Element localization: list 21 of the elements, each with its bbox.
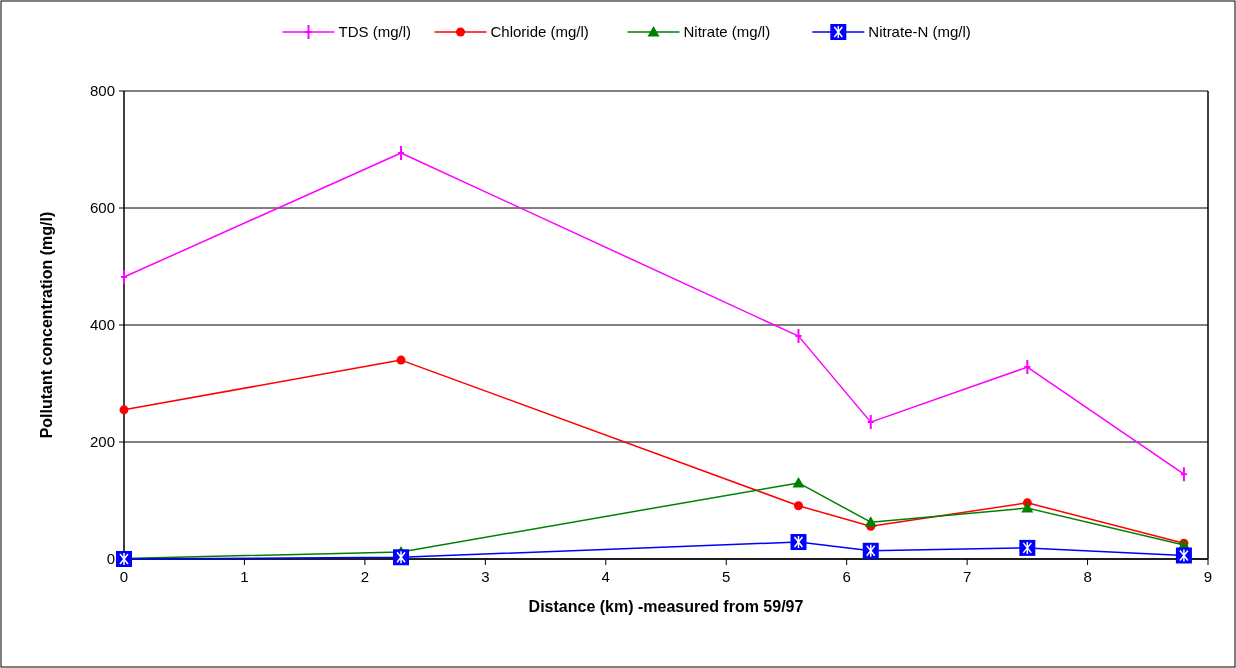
y-tick-label: 200 (89, 433, 115, 450)
legend-label: TDS (mg/l) (338, 23, 411, 40)
legend-label: Nitrate (mg/l) (683, 23, 771, 40)
x-tick-label: 0 (119, 568, 129, 585)
y-tick-label: 800 (89, 82, 115, 99)
x-tick-label: 1 (240, 568, 249, 585)
y-tick-label: 600 (89, 199, 115, 216)
x-tick-label: 7 (962, 568, 972, 585)
legend-label: Chloride (mg/l) (490, 23, 589, 40)
y-axis-title: Pollutant concentration (mg/l) (38, 211, 55, 439)
y-tick-label: 400 (89, 316, 115, 333)
x-tick-label: 8 (1083, 568, 1092, 585)
x-tick-label: 9 (1203, 568, 1213, 585)
x-tick-label: 2 (360, 568, 370, 585)
legend-label: Nitrate-N (mg/l) (868, 23, 971, 40)
x-tick-label: 3 (481, 568, 490, 585)
x-tick-label: 6 (842, 568, 851, 585)
x-tick-label: 4 (601, 568, 610, 585)
x-tick-label: 5 (722, 568, 731, 585)
y-tick-label: 0 (106, 550, 115, 567)
x-axis-title: Distance (km) -measured from 59/97 (528, 598, 804, 615)
